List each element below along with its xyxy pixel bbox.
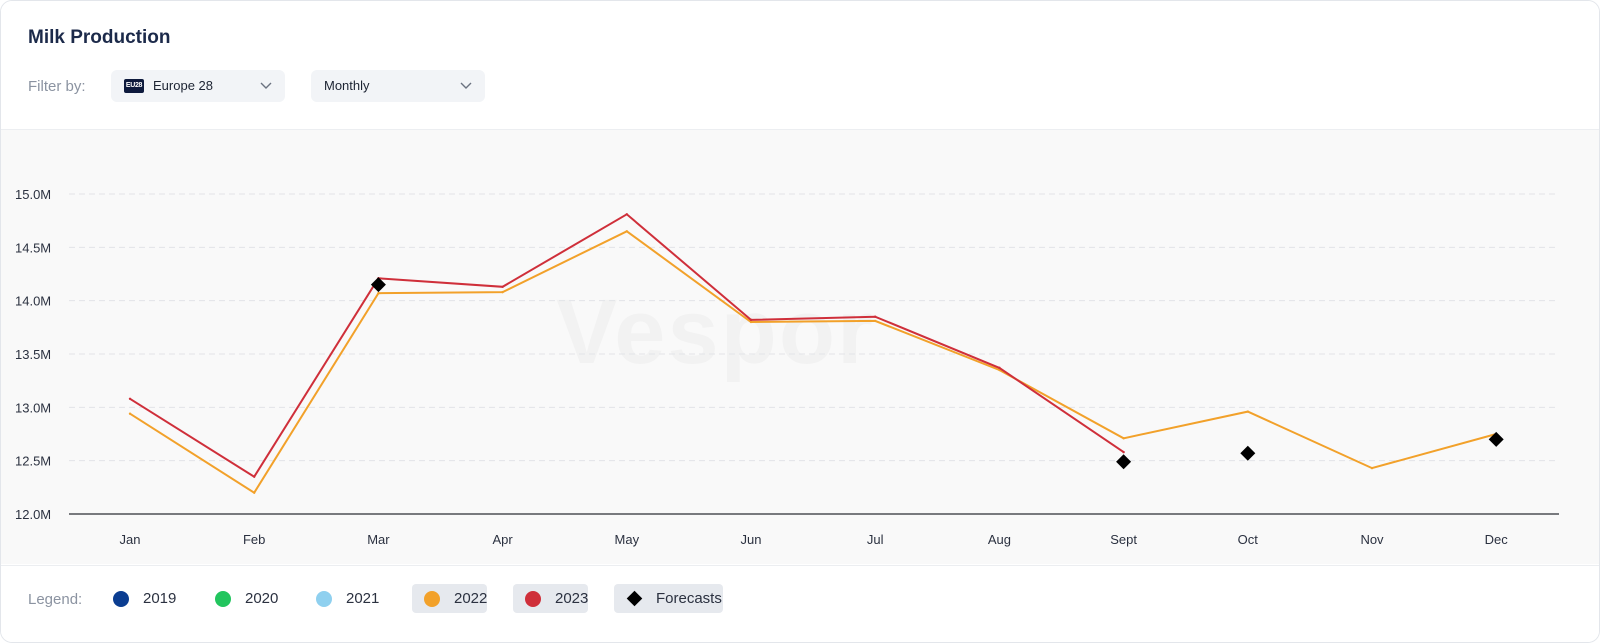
legend-item-label: Forecasts <box>656 590 722 607</box>
series-line-2022 <box>129 230 1497 495</box>
x-tick-label: May <box>615 532 640 547</box>
legend-dot-icon <box>525 591 541 607</box>
data-point-2023 <box>749 318 753 322</box>
legend-item-label: 2020 <box>245 590 279 607</box>
legend-item-label: 2019 <box>143 590 177 607</box>
chevron-down-icon <box>460 82 472 89</box>
data-point-2023 <box>501 285 504 288</box>
period-select[interactable]: Monthly <box>311 70 485 102</box>
series-line-2023 <box>129 213 1125 479</box>
plot-area: Vespor 12.0M12.5M13.0M13.5M14.0M14.5M15.… <box>1 130 1599 564</box>
legend-item-2020[interactable]: 2020 <box>203 584 293 613</box>
region-select-value: Europe 28 <box>153 78 213 93</box>
x-tick-label: Jan <box>120 532 141 547</box>
legend-item-label: 2023 <box>555 590 589 607</box>
data-point-2023 <box>625 213 628 216</box>
legend-bar: Legend: 2019 2020 2021 2022 2023 Forecasts <box>1 565 1599 642</box>
y-tick-label: 12.5M <box>15 454 51 469</box>
line-chart: 12.0M 12.5M 13.0M 13.5M 14.0M 14.5M 15.0M Jan Fe… <box>15 187 1559 547</box>
data-point-2022 <box>501 290 504 294</box>
data-point-2022 <box>1246 410 1250 413</box>
forecast-marker <box>370 277 386 293</box>
data-point-2022 <box>874 319 877 323</box>
legend-item-2023[interactable]: 2023 <box>513 584 588 613</box>
data-point-2022 <box>253 491 256 494</box>
x-tick-label: Jul <box>867 532 884 547</box>
legend-dot-icon <box>424 591 440 607</box>
y-tick-label: 13.5M <box>15 347 51 362</box>
legend-item-label: 2021 <box>346 590 380 607</box>
region-select[interactable]: EU28 Europe 28 <box>111 70 285 102</box>
legend-dot-icon <box>215 591 231 607</box>
data-point-2023 <box>874 315 877 318</box>
diamond-icon <box>626 590 643 607</box>
forecast-marker <box>1116 454 1132 470</box>
legend-item-forecasts[interactable]: Forecasts <box>614 584 723 613</box>
legend-dot-icon <box>113 591 129 607</box>
data-point-2022 <box>749 320 753 324</box>
x-tick-label: Oct <box>1238 532 1259 547</box>
legend-dot-icon <box>316 591 332 607</box>
data-point-2022 <box>1370 466 1374 470</box>
y-tick-label: 12.0M <box>15 507 51 522</box>
data-point-2023 <box>998 366 1001 370</box>
y-tick-label: 13.0M <box>15 400 51 415</box>
filter-label: Filter by: <box>28 78 86 95</box>
legend-item-2022[interactable]: 2022 <box>412 584 487 613</box>
data-point-2022 <box>625 230 628 233</box>
data-point-2023 <box>128 397 132 400</box>
legend-item-2019[interactable]: 2019 <box>101 584 191 613</box>
y-tick-label: 14.0M <box>15 294 51 309</box>
eu-flag-icon: EU28 <box>124 79 144 93</box>
chevron-down-icon <box>260 82 272 89</box>
forecast-marker <box>1488 431 1504 447</box>
legend-item-2021[interactable]: 2021 <box>304 584 394 613</box>
y-tick-label: 14.5M <box>15 240 51 255</box>
period-select-value: Monthly <box>324 78 370 93</box>
data-point-2022 <box>1122 437 1125 440</box>
y-tick-label: 15.0M <box>15 187 51 202</box>
forecast-marker <box>1240 445 1256 461</box>
legend-label: Legend: <box>28 591 83 608</box>
x-tick-label: Apr <box>492 532 513 547</box>
data-point-2023 <box>253 475 256 478</box>
x-tick-label: Jun <box>741 532 762 547</box>
x-tick-label: Dec <box>1485 532 1509 547</box>
data-point-2022 <box>128 412 132 415</box>
data-point-2022 <box>377 292 380 295</box>
x-tick-label: Mar <box>367 532 390 547</box>
x-tick-label: Nov <box>1360 532 1384 547</box>
data-point-2023 <box>1122 450 1125 454</box>
x-tick-label: Sept <box>1110 532 1137 547</box>
legend-item-label: 2022 <box>454 590 488 607</box>
x-tick-label: Feb <box>243 532 265 547</box>
page-title: Milk Production <box>28 27 171 48</box>
card-header: Milk Production Filter by: EU28 Europe 2… <box>1 1 1599 130</box>
x-tick-label: Aug <box>988 532 1011 547</box>
